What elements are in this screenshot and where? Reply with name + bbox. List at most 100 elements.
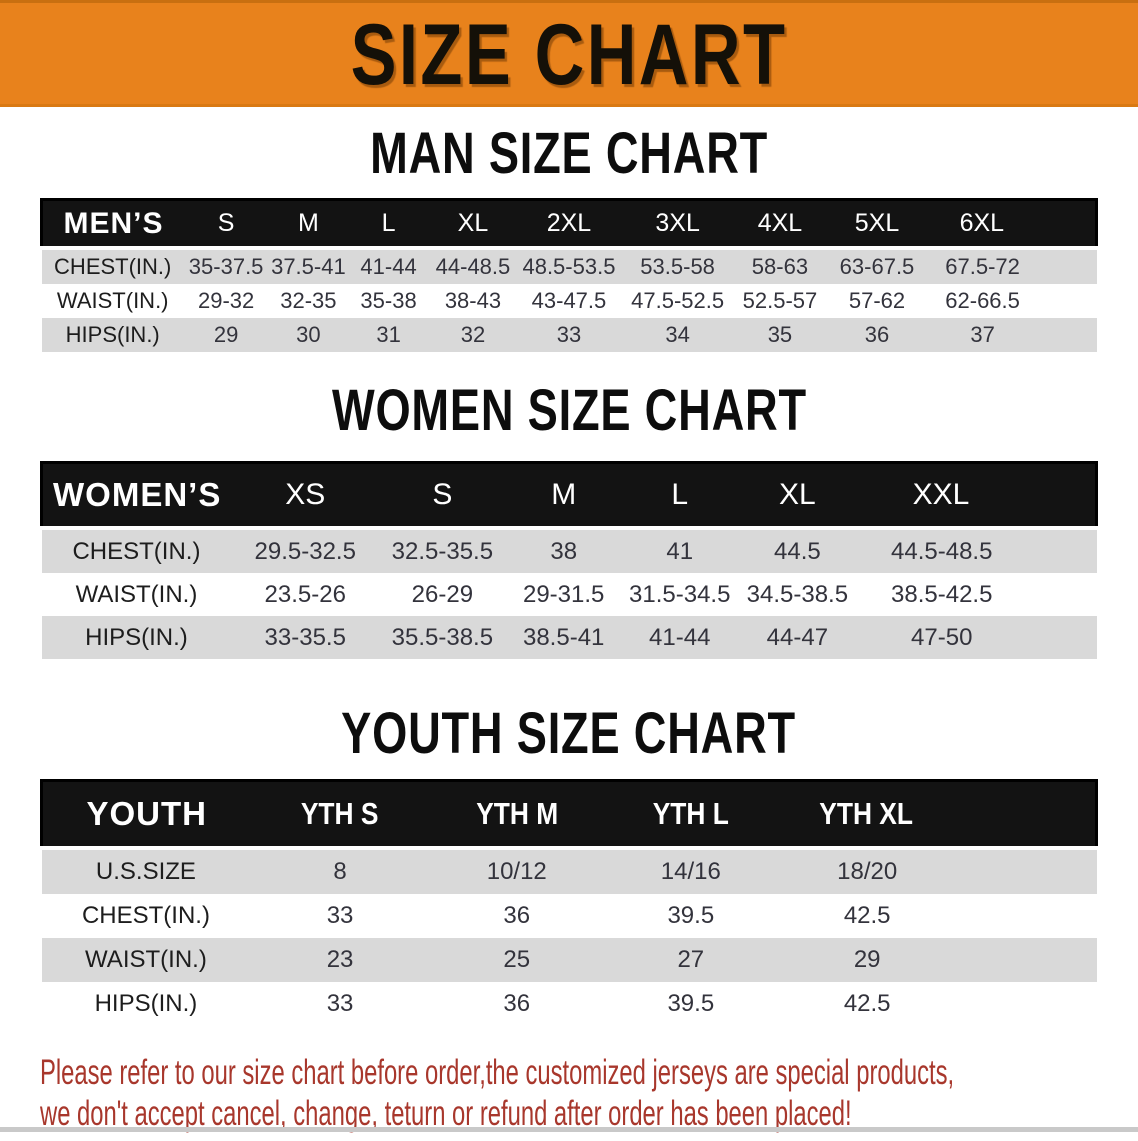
row-label-cell: U.S.SIZE — [41, 846, 251, 894]
disclaimer-line-2: we don't accept cancel, change, teturn o… — [40, 1093, 1138, 1134]
value-cell: 29 — [777, 938, 1097, 982]
value-cell: 34 — [620, 318, 735, 352]
value-cell: 48.5-53.5 — [517, 246, 621, 284]
value-cell: 44.5-48.5 — [856, 526, 1097, 573]
table-row: WAIST(IN.) 23 25 27 29 — [41, 938, 1097, 982]
value-cell: 10/12 — [429, 846, 604, 894]
value-cell: 35-38 — [348, 284, 429, 318]
youth-size-table: YOUTH YTH S YTH M YTH L YTH XL U.S.SIZE … — [40, 779, 1098, 1026]
col-header-cell: S — [183, 198, 269, 250]
value-cell: 14/16 — [603, 846, 778, 894]
row-label-cell: HIPS(IN.) — [41, 318, 184, 352]
value-cell: 44.5 — [737, 526, 857, 573]
value-cell: 57-62 — [825, 284, 929, 318]
row-label-cell: HIPS(IN.) — [41, 982, 251, 1026]
value-cell: 47.5-52.5 — [620, 284, 735, 318]
value-cell: 34.5-38.5 — [737, 573, 857, 616]
youth-section-heading-text: YOUTH SIZE CHART — [341, 701, 797, 766]
value-cell: 36 — [429, 982, 604, 1026]
value-cell: 33-35.5 — [231, 616, 380, 659]
table-row: HIPS(IN.) 29 30 31 32 33 34 35 36 37 — [41, 318, 1097, 352]
row-label-cell: WAIST(IN.) — [41, 573, 232, 616]
value-cell: 52.5-57 — [734, 284, 826, 318]
value-cell: 35-37.5 — [183, 246, 269, 284]
mens-size-table: MEN’S S M L XL 2XL 3XL 4XL 5XL 6XL CHEST… — [39, 198, 1098, 352]
col-header-cell: YTH L — [603, 779, 778, 850]
col-header-cell: 3XL — [620, 198, 735, 250]
col-header-cell: S — [379, 461, 506, 530]
value-cell: 35.5-38.5 — [379, 616, 506, 659]
row-label-cell: WAIST(IN.) — [41, 938, 251, 982]
value-cell: 38.5-42.5 — [856, 573, 1097, 616]
women-section-heading: WOMEN SIZE CHART — [0, 380, 1138, 442]
col-header-cell: L — [621, 461, 738, 530]
value-cell: 32-35 — [268, 284, 349, 318]
row-label-cell: WAIST(IN.) — [41, 284, 184, 318]
col-header-text: YTH M — [475, 796, 558, 831]
women-header-label-cell: WOMEN’S — [40, 461, 232, 530]
value-cell: 39.5 — [603, 982, 778, 1026]
disclaimer-line-2-text: we don't accept cancel, change, teturn o… — [40, 1094, 852, 1133]
value-cell: 18/20 — [777, 846, 1097, 894]
youth-header-label-cell: YOUTH — [40, 779, 251, 850]
col-header-cell: XS — [231, 461, 380, 530]
value-cell: 35 — [734, 318, 826, 352]
col-header-cell: YTH M — [429, 779, 604, 850]
value-cell: 44-48.5 — [428, 246, 518, 284]
col-header-cell: XL — [428, 198, 518, 250]
col-header-cell: M — [268, 198, 349, 250]
value-cell: 31 — [348, 318, 429, 352]
value-cell: 29-32 — [183, 284, 269, 318]
value-cell: 37.5-41 — [268, 246, 349, 284]
value-cell: 37 — [928, 318, 1097, 352]
value-cell: 42.5 — [777, 894, 1097, 938]
table-row: CHEST(IN.) 29.5-32.5 32.5-35.5 38 41 44.… — [41, 526, 1097, 573]
disclaimer-line-1: Please refer to our size chart before or… — [40, 1052, 1138, 1093]
value-cell: 29-31.5 — [505, 573, 622, 616]
table-row: WAIST(IN.) 23.5-26 26-29 29-31.5 31.5-34… — [41, 573, 1097, 616]
table-row: U.S.SIZE 8 10/12 14/16 18/20 — [41, 846, 1097, 894]
col-header-cell: XXL — [856, 461, 1098, 530]
value-cell: 41 — [621, 526, 738, 573]
value-cell: 31.5-34.5 — [621, 573, 738, 616]
value-cell: 36 — [825, 318, 929, 352]
table-row: CHEST(IN.) 35-37.5 37.5-41 41-44 44-48.5… — [41, 246, 1097, 284]
row-label-cell: CHEST(IN.) — [41, 246, 184, 284]
col-header-cell: 6XL — [928, 198, 1098, 250]
col-header-text: YTH L — [652, 796, 729, 831]
page-title: SIZE CHART — [350, 7, 788, 103]
value-cell: 33 — [250, 894, 430, 938]
value-cell: 38 — [505, 526, 622, 573]
value-cell: 58-63 — [734, 246, 826, 284]
value-cell: 33 — [250, 982, 430, 1026]
col-header-cell: 4XL — [734, 198, 826, 250]
value-cell: 43-47.5 — [517, 284, 621, 318]
value-cell: 27 — [603, 938, 778, 982]
youth-section-heading: YOUTH SIZE CHART — [0, 703, 1138, 765]
value-cell: 23 — [250, 938, 430, 982]
value-cell: 26-29 — [379, 573, 506, 616]
value-cell: 32.5-35.5 — [379, 526, 506, 573]
value-cell: 30 — [268, 318, 349, 352]
men-section-heading-text: MAN SIZE CHART — [370, 121, 768, 186]
value-cell: 33 — [517, 318, 621, 352]
col-header-cell: 5XL — [825, 198, 929, 250]
row-label-cell: HIPS(IN.) — [41, 616, 232, 659]
value-cell: 29.5-32.5 — [231, 526, 380, 573]
value-cell: 42.5 — [777, 982, 1097, 1026]
value-cell: 62-66.5 — [928, 284, 1097, 318]
col-header-text: YTH XL — [819, 796, 914, 831]
womens-size-table: WOMEN’S XS S M L XL XXL CHEST(IN.) 29.5-… — [40, 461, 1098, 659]
value-cell: 36 — [429, 894, 604, 938]
value-cell: 39.5 — [603, 894, 778, 938]
men-header-label-cell: MEN’S — [39, 198, 184, 250]
disclaimer: Please refer to our size chart before or… — [40, 1052, 1138, 1134]
value-cell: 44-47 — [737, 616, 857, 659]
col-header-cell: 2XL — [517, 198, 621, 250]
col-header-cell: M — [505, 461, 622, 530]
disclaimer-line-1-text: Please refer to our size chart before or… — [40, 1053, 955, 1092]
table-row: CHEST(IN.) 33 36 39.5 42.5 — [41, 894, 1097, 938]
col-header-cell: YTH S — [250, 779, 430, 850]
value-cell: 38.5-41 — [505, 616, 622, 659]
value-cell: 67.5-72 — [928, 246, 1097, 284]
